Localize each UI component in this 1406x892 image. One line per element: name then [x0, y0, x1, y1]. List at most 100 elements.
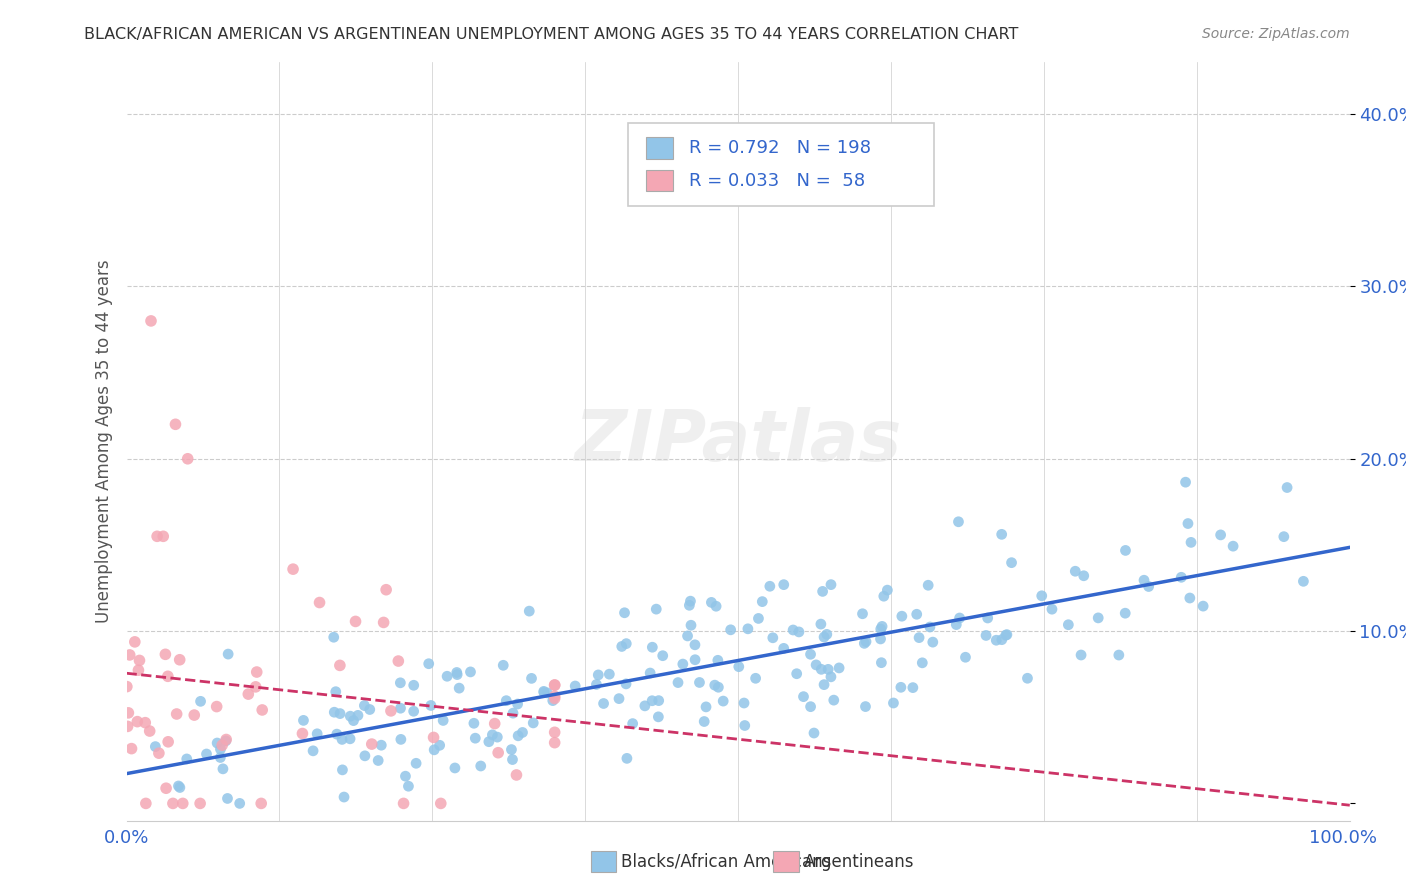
- Point: [990, 527, 1012, 541]
- Point: [520, 672, 543, 686]
- Point: [1108, 648, 1130, 662]
- Point: [901, 681, 924, 695]
- Point: [481, 728, 503, 742]
- Point: [501, 753, 523, 767]
- Point: [1114, 606, 1136, 620]
- Text: R = 0.033   N =  58: R = 0.033 N = 58: [689, 172, 865, 190]
- Point: [373, 615, 395, 630]
- Point: [804, 657, 827, 672]
- Point: [209, 750, 232, 764]
- Point: [250, 703, 273, 717]
- Point: [720, 623, 742, 637]
- Point: [1275, 481, 1298, 495]
- Point: [155, 648, 177, 662]
- Point: [744, 671, 766, 685]
- Point: [211, 738, 233, 752]
- Point: [389, 675, 412, 690]
- Point: [592, 697, 614, 711]
- Point: [124, 635, 146, 649]
- Point: [205, 699, 228, 714]
- Point: [212, 762, 235, 776]
- Point: [948, 515, 970, 529]
- Point: [647, 693, 669, 707]
- Point: [995, 627, 1018, 641]
- Point: [134, 715, 156, 730]
- Point: [855, 699, 877, 714]
- Point: [564, 679, 586, 693]
- Point: [446, 665, 468, 680]
- Point: [215, 734, 238, 748]
- Point: [533, 685, 555, 699]
- Point: [172, 797, 194, 811]
- Point: [711, 694, 734, 708]
- Point: [853, 636, 876, 650]
- Point: [375, 582, 398, 597]
- Point: [1057, 617, 1080, 632]
- Point: [344, 615, 367, 629]
- FancyBboxPatch shape: [628, 123, 934, 206]
- Point: [148, 746, 170, 760]
- Point: [329, 706, 352, 721]
- Point: [772, 577, 794, 591]
- Point: [747, 611, 769, 625]
- Point: [245, 680, 267, 694]
- Point: [389, 701, 412, 715]
- Point: [695, 699, 717, 714]
- Point: [308, 595, 330, 609]
- Point: [360, 737, 382, 751]
- Point: [737, 622, 759, 636]
- Point: [394, 769, 416, 783]
- Point: [787, 624, 810, 639]
- Point: [405, 756, 427, 771]
- Point: [162, 797, 184, 811]
- Point: [994, 628, 1017, 642]
- Point: [322, 630, 344, 644]
- Point: [238, 687, 260, 701]
- Point: [419, 698, 441, 713]
- Point: [502, 706, 524, 720]
- Point: [683, 638, 706, 652]
- Point: [228, 797, 250, 811]
- Point: [733, 696, 755, 710]
- Point: [823, 693, 845, 707]
- Point: [354, 748, 377, 763]
- Point: [679, 594, 702, 608]
- Point: [339, 709, 361, 723]
- Point: [703, 678, 725, 692]
- Point: [536, 686, 558, 700]
- Point: [165, 417, 187, 432]
- Point: [1292, 574, 1315, 589]
- Point: [1192, 599, 1215, 614]
- Point: [127, 714, 149, 729]
- Point: [118, 648, 141, 662]
- Point: [1177, 516, 1199, 531]
- Point: [339, 731, 361, 746]
- Point: [666, 675, 689, 690]
- Point: [974, 628, 997, 642]
- Point: [543, 691, 565, 706]
- Point: [115, 680, 138, 694]
- Point: [492, 658, 515, 673]
- Point: [803, 726, 825, 740]
- Point: [217, 791, 239, 805]
- Point: [396, 779, 419, 793]
- Point: [478, 734, 501, 748]
- Point: [1070, 648, 1092, 662]
- Point: [143, 739, 166, 754]
- Point: [870, 656, 893, 670]
- Point: [215, 732, 238, 747]
- Point: [188, 797, 211, 811]
- Point: [707, 680, 730, 694]
- Point: [117, 706, 139, 720]
- Point: [422, 731, 444, 745]
- Point: [704, 599, 727, 614]
- Point: [217, 647, 239, 661]
- Point: [512, 725, 534, 739]
- Point: [506, 697, 529, 711]
- Point: [800, 699, 823, 714]
- Point: [759, 579, 782, 593]
- Point: [156, 669, 179, 683]
- Point: [250, 797, 273, 811]
- Point: [810, 617, 832, 632]
- Point: [157, 735, 180, 749]
